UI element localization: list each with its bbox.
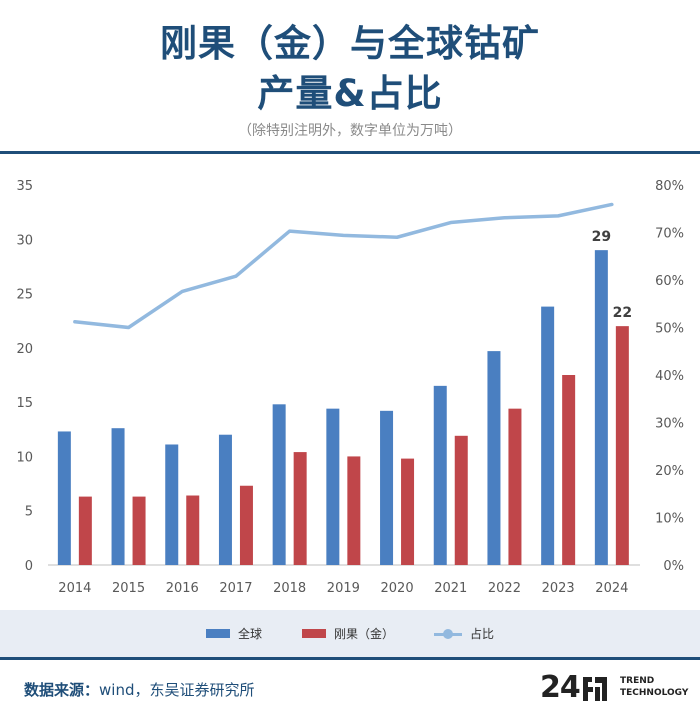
chart-title-line2: 产量&占比 xyxy=(257,72,443,115)
y-right-tick-label: 70% xyxy=(655,227,684,242)
source-text: wind，东吴证券研究所 xyxy=(99,681,255,699)
x-axis-labels: 2014 2015 2016 2017 2018 2019 2020 2021 2022 2023… xyxy=(58,581,628,596)
y-left-tick-label: 0 xyxy=(25,559,33,574)
bar-drc xyxy=(132,496,146,565)
bar-drc xyxy=(401,458,415,565)
logo-text-technology: TECHNOLOGY xyxy=(620,688,689,698)
y-left-tick-label: 5 xyxy=(25,505,33,520)
y-left-tick-label: 30 xyxy=(16,233,33,248)
logo-text-trend: TREND xyxy=(620,676,655,686)
y-right-tick-label: 10% xyxy=(655,512,684,527)
legend-background xyxy=(0,610,700,657)
legend-swatch-global xyxy=(205,629,230,638)
x-tick-label: 2016 xyxy=(166,581,199,596)
x-tick-label: 2024 xyxy=(595,581,628,596)
share-line xyxy=(73,202,614,330)
x-tick-label: 2022 xyxy=(488,581,521,596)
chart-title-line1: 刚果（金）与全球钴矿 xyxy=(160,22,540,65)
bar-global xyxy=(57,431,71,565)
legend-swatch-drc xyxy=(301,629,326,638)
bar-data-label: 29 xyxy=(592,229,611,245)
top-divider xyxy=(0,151,700,154)
y-left-tick-label: 25 xyxy=(16,288,33,303)
x-tick-label: 2020 xyxy=(381,581,414,596)
legend-item-drc: 刚果（金） xyxy=(301,625,394,642)
combo-chart: 0 5 10 15 20 25 30 35 0% 10% 20% 30% 40% 50% 60% 70% 80… xyxy=(16,179,684,596)
x-tick-label: 2023 xyxy=(542,581,575,596)
bar-drc xyxy=(293,452,307,565)
y-right-tick-label: 50% xyxy=(655,322,684,337)
y-axis-left: 0 5 10 15 20 25 30 35 xyxy=(16,179,33,574)
bar-global xyxy=(487,351,501,565)
bar-drc xyxy=(562,375,576,565)
x-tick-label: 2019 xyxy=(327,581,360,596)
y-right-tick-label: 80% xyxy=(655,179,684,194)
y-left-tick-label: 20 xyxy=(16,342,33,357)
y-left-tick-label: 10 xyxy=(16,450,33,465)
bar-global xyxy=(433,385,447,565)
x-tick-label: 2018 xyxy=(273,581,306,596)
logo-number: 24 xyxy=(540,670,581,705)
bar-global xyxy=(111,428,125,565)
y-axis-right: 0% 10% 20% 30% 40% 50% 60% 70% 80% xyxy=(655,179,684,574)
y-right-tick-label: 60% xyxy=(655,274,684,289)
bar-drc xyxy=(78,496,92,565)
y-right-tick-label: 0% xyxy=(663,559,684,574)
legend-label-drc: 刚果（金） xyxy=(333,627,394,641)
legend-swatch-share xyxy=(434,628,462,640)
bar-drc xyxy=(615,326,629,565)
legend-item-share: 占比 xyxy=(434,625,494,642)
legend: 全球 刚果（金） 占比 xyxy=(0,610,700,657)
y-left-tick-label: 15 xyxy=(16,396,33,411)
bar-global xyxy=(380,410,394,565)
source-note: 数据来源：wind，东吴证券研究所 xyxy=(24,679,254,700)
bars xyxy=(57,250,629,565)
data-labels: 29 22 xyxy=(592,229,632,321)
bar-global xyxy=(218,434,232,565)
bar-data-label: 22 xyxy=(613,305,632,321)
bar-global xyxy=(165,444,179,565)
bar-global xyxy=(594,250,608,565)
x-tick-label: 2017 xyxy=(219,581,252,596)
bottom-divider xyxy=(0,657,700,660)
y-right-tick-label: 30% xyxy=(655,417,684,432)
bar-drc xyxy=(508,408,522,565)
bar-drc xyxy=(454,435,468,565)
bar-global xyxy=(326,408,340,565)
brand-logo: 24 TREND TECHNOLOGY xyxy=(540,671,690,707)
bar-drc xyxy=(186,495,200,565)
legend-label-global: 全球 xyxy=(237,627,262,641)
y-right-tick-label: 20% xyxy=(655,464,684,479)
legend-label-share: 占比 xyxy=(470,627,495,641)
share-line-path xyxy=(73,202,614,330)
bar-global xyxy=(272,404,286,565)
bar-drc xyxy=(347,456,361,565)
y-left-tick-label: 35 xyxy=(16,179,33,194)
source-label: 数据来源： xyxy=(24,681,100,699)
bar-global xyxy=(541,306,555,565)
logo-glyph-icon xyxy=(583,677,607,701)
x-tick-label: 2021 xyxy=(434,581,467,596)
legend-item-global: 全球 xyxy=(205,625,262,642)
x-tick-label: 2014 xyxy=(58,581,91,596)
x-tick-label: 2015 xyxy=(112,581,145,596)
chart-subtitle: （除特别注明外，数字单位为万吨） xyxy=(238,123,462,139)
y-right-tick-label: 40% xyxy=(655,369,684,384)
bar-drc xyxy=(239,485,253,565)
